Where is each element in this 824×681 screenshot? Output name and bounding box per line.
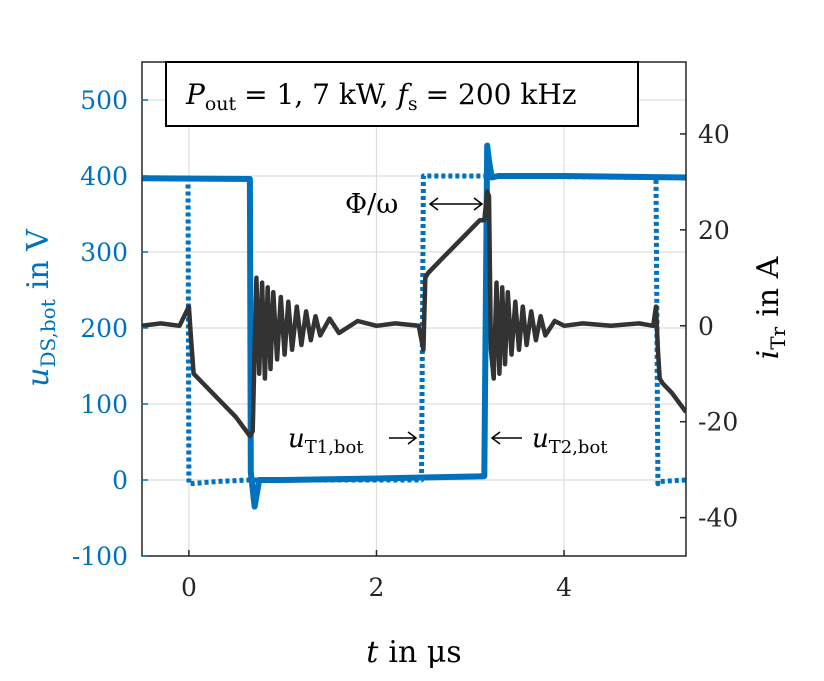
tick-group: 0 2 4 -100 0 100 200 300 400 500 -40 -20 0 20 40 — [72, 86, 738, 602]
y-right-tick-label: -40 — [698, 504, 738, 533]
t2-label-var: u — [532, 424, 549, 454]
y-left-tick-label: 100 — [80, 390, 128, 419]
t2-arrow-head — [490, 431, 501, 445]
y-right-tick-label: -20 — [698, 408, 738, 437]
y-left-tick-label: 0 — [112, 466, 128, 495]
x-axis-label-var: t — [366, 635, 379, 670]
phi-annotation: Φ/ω — [345, 189, 484, 220]
plot-area — [142, 62, 686, 556]
phi-label: Φ/ω — [345, 189, 398, 220]
t1-label-sub: T1,bot — [305, 437, 365, 458]
y-left-tick-label: 500 — [80, 86, 128, 115]
y-left-label-unit: in V — [21, 228, 56, 289]
series-group — [142, 142, 686, 510]
t2-annotation: uT2,bot — [490, 424, 608, 458]
y-left-axis-label: uDS,bot in V — [21, 228, 60, 387]
t2-label: uT2,bot — [532, 424, 608, 458]
info-freq-value: = 200 kHz — [426, 78, 577, 111]
phi-arrow-right-head — [473, 197, 484, 211]
info-power-symbol: P — [185, 78, 206, 111]
t1-arrow-head — [407, 431, 418, 445]
x-axis-label: t in μs — [366, 635, 461, 670]
y-right-tick-label: 0 — [698, 312, 714, 341]
info-freq-subscript: s — [408, 93, 418, 115]
y-right-label-unit: in A — [751, 256, 786, 316]
y-left-label-sub: DS,bot — [36, 299, 60, 367]
y-right-label-sub: Tr — [766, 326, 790, 349]
y-left-tick-label: 300 — [80, 238, 128, 267]
phi-arrow-left-head — [428, 197, 439, 211]
info-box-frame — [165, 61, 639, 127]
x-tick-label: 0 — [181, 573, 197, 602]
y-left-label-var: u — [21, 368, 56, 387]
y-right-axis-label: iTr in A — [751, 256, 790, 359]
series-line-0 — [142, 142, 686, 510]
t1-label-var: u — [288, 424, 305, 454]
series-line-1 — [142, 173, 686, 487]
t1-label: uT1,bot — [288, 424, 364, 458]
y-right-tick-label: 40 — [698, 120, 730, 149]
x-axis-label-unit: in μs — [388, 635, 461, 670]
info-box-text: Pout = 1, 7 kW, fs = 200 kHz — [185, 78, 576, 115]
t2-label-sub: T2,bot — [549, 437, 609, 458]
y-left-tick-label: 400 — [80, 162, 128, 191]
info-power-subscript: out — [205, 93, 237, 115]
info-power-value: = 1, 7 kW, — [244, 78, 397, 111]
y-left-tick-label: -100 — [72, 542, 128, 571]
x-tick-label: 2 — [369, 573, 385, 602]
y-right-tick-label: 20 — [698, 216, 730, 245]
y-left-tick-label: 200 — [80, 314, 128, 343]
t1-annotation: uT1,bot — [288, 424, 418, 458]
info-box: Pout = 1, 7 kW, fs = 200 kHz — [165, 61, 639, 127]
y-right-label-var: i — [751, 350, 786, 360]
series-line-2 — [142, 189, 686, 439]
x-tick-label: 4 — [556, 573, 572, 602]
